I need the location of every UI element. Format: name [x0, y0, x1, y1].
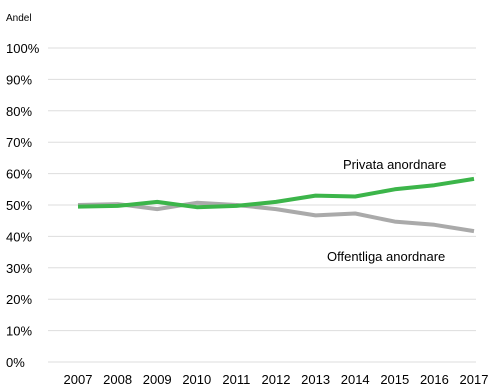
x-tick-label: 2007	[64, 372, 93, 385]
y-tick-label: 20%	[6, 292, 32, 307]
y-tick-label: 30%	[6, 261, 32, 276]
y-tick-label: 80%	[6, 104, 32, 119]
series-label-privata: Privata anordnare	[343, 157, 446, 172]
y-tick-label: 90%	[6, 72, 32, 87]
x-tick-label: 2013	[301, 372, 330, 385]
y-tick-label: 10%	[6, 324, 32, 339]
x-axis-ticks: 2007 2008 2009 2010 2011 2012 2013 2014 2015 2016…	[64, 372, 489, 385]
x-tick-label: 2008	[103, 372, 132, 385]
series-label-offentliga: Offentliga anordnare	[327, 249, 445, 264]
x-tick-label: 2014	[341, 372, 370, 385]
series-line-privata	[77, 176, 475, 210]
x-tick-label: 2009	[143, 372, 172, 385]
y-tick-label: 0%	[6, 355, 25, 370]
x-tick-label: 2015	[380, 372, 409, 385]
y-tick-label: 50%	[6, 198, 32, 213]
y-tick-label: 70%	[6, 135, 32, 150]
y-axis-label: Andel	[6, 13, 32, 24]
x-tick-label: 2017	[460, 372, 489, 385]
series-line-offentliga	[77, 200, 475, 234]
series-lines	[77, 176, 475, 234]
y-axis-ticks: 0% 10% 20% 30% 40% 50% 60% 70% 80% 90% 100%	[6, 41, 40, 370]
x-tick-label: 2011	[222, 372, 250, 385]
x-tick-label: 2012	[262, 372, 291, 385]
x-tick-label: 2010	[182, 372, 211, 385]
y-tick-label: 40%	[6, 229, 32, 244]
x-tick-label: 2016	[420, 372, 449, 385]
y-tick-label: 60%	[6, 167, 32, 182]
y-tick-label: 100%	[6, 41, 40, 56]
